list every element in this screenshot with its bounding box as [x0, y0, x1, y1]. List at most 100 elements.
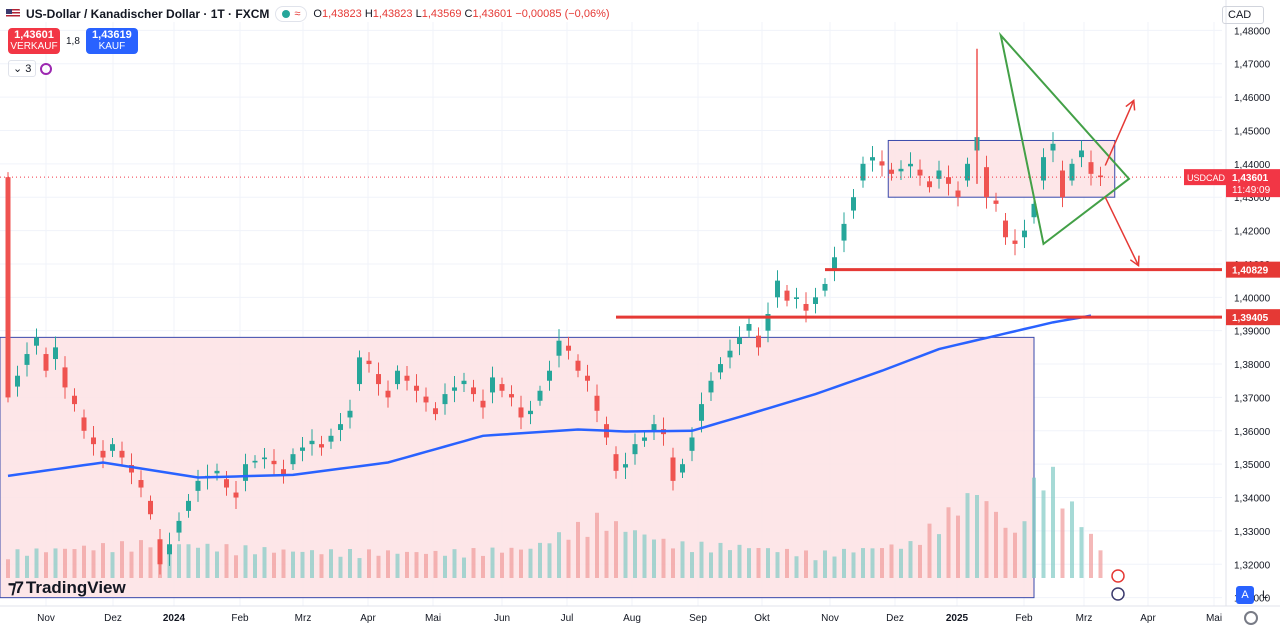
candle-body: [404, 375, 410, 381]
candle-body: [290, 454, 296, 465]
price-tick-label: 1,32000: [1234, 560, 1271, 571]
volume-bar: [91, 550, 96, 578]
candle-body: [442, 394, 448, 405]
time-tick-label: Mrz: [295, 613, 312, 624]
volume-bar: [709, 552, 713, 578]
volume-bar: [661, 538, 666, 578]
refresh-icon[interactable]: [40, 62, 53, 75]
volume-bar: [395, 553, 400, 578]
volume-bar: [861, 548, 865, 578]
candle-body: [452, 387, 457, 391]
volume-bar: [766, 548, 770, 578]
candle-body: [756, 335, 761, 348]
ohlc-low: 1,43569: [421, 8, 462, 20]
candle-body: [1012, 240, 1018, 244]
arrow-head-1: [1129, 255, 1140, 268]
candle-body: [100, 450, 106, 458]
sell-button[interactable]: 1,43601 VERKAUF: [8, 28, 60, 54]
price-tick-label: 1,42000: [1234, 227, 1271, 238]
candle-body: [1088, 162, 1094, 174]
time-tick-label: Mrz: [1076, 613, 1093, 624]
candle-body: [547, 370, 552, 381]
volume-bar: [680, 541, 685, 578]
ohlc-low-label: L: [415, 8, 422, 20]
candle-body: [518, 407, 524, 418]
volume-bar: [72, 549, 77, 578]
candle-body: [338, 424, 343, 430]
candle-body: [490, 377, 495, 393]
volume-bar: [414, 552, 419, 578]
tradingview-logo: ⁊7 TradingView: [8, 578, 126, 598]
volume-bar: [889, 544, 894, 578]
countdown-label: 11:49:09: [1232, 185, 1271, 196]
volume-bar: [851, 552, 856, 578]
volume-bar: [376, 555, 381, 578]
candle-body: [214, 470, 220, 474]
symbol-tag: [1184, 169, 1226, 186]
candle-body: [262, 457, 267, 460]
candle-body: [936, 170, 942, 179]
currency-select[interactable]: CAD: [1222, 6, 1264, 24]
candle-body: [385, 390, 391, 398]
candle-body: [737, 337, 742, 345]
candle-body: [822, 283, 828, 291]
volume-bar: [462, 557, 466, 578]
current-price-label: 1,43601: [1232, 173, 1269, 184]
volume-bar: [338, 556, 343, 578]
volume-bar: [481, 555, 485, 578]
volume-bar: [319, 554, 324, 578]
volume-bar: [243, 545, 248, 578]
volume-bar: [965, 493, 970, 578]
candle-body: [233, 492, 239, 498]
ohlc-readout: O1,43823 H1,43823 L1,43569 C1,43601 −0,0…: [313, 8, 609, 20]
candle-body: [927, 181, 932, 188]
volume-bar: [880, 548, 884, 578]
volume-bar: [813, 560, 818, 578]
symbol-title[interactable]: US-Dollar / Kanadischer Dollar · 1T · FX…: [26, 7, 270, 21]
gear-icon[interactable]: [1244, 611, 1258, 625]
candle-body: [908, 163, 913, 167]
indicator-toggle[interactable]: ⌄ 3: [8, 60, 53, 77]
volume-bar: [585, 536, 590, 578]
volume-bar: [110, 552, 115, 578]
candle-body: [224, 479, 229, 488]
price-tick-label: 1,33000: [1234, 527, 1271, 538]
volume-bar: [899, 548, 903, 578]
candle-body: [43, 354, 49, 371]
market-status-pill[interactable]: ≈: [275, 6, 308, 22]
volume-bar: [775, 552, 780, 578]
volume-bar: [956, 515, 960, 578]
candle-body: [271, 460, 277, 465]
candle-body: [870, 157, 875, 161]
market-open-icon: [282, 10, 291, 18]
buy-button[interactable]: 1,43619 KAUF: [85, 28, 138, 54]
candle-body: [129, 465, 134, 473]
candle-body: [1060, 170, 1065, 198]
candle-body: [1031, 203, 1037, 218]
volume-bar: [576, 521, 580, 578]
volume-bar: [34, 548, 39, 578]
volume-bar: [82, 545, 86, 578]
volume-bar: [946, 507, 951, 578]
time-tick-label: Nov: [821, 613, 839, 624]
volume-bar: [623, 531, 628, 578]
wave-icon: ≈: [294, 8, 301, 20]
volume-bar: [1098, 550, 1103, 578]
price-tick-label: 1,45000: [1234, 126, 1271, 137]
volume-bar: [1013, 532, 1017, 578]
volume-bar: [870, 548, 875, 578]
drawing-shapes: [999, 31, 1140, 268]
indicator-count[interactable]: ⌄ 3: [8, 60, 37, 77]
time-tick-label: 2024: [163, 613, 186, 624]
volume-bar: [215, 551, 219, 578]
auto-scale-button[interactable]: A: [1236, 586, 1254, 604]
volume-bar: [291, 551, 295, 578]
volume-bar: [652, 539, 656, 578]
volume-bar: [44, 552, 48, 578]
time-tick-label: Dez: [886, 613, 904, 624]
log-scale-button[interactable]: L: [1261, 589, 1269, 601]
candle-body: [176, 520, 182, 533]
volume-bar: [386, 550, 390, 578]
volume-bar: [310, 550, 314, 578]
